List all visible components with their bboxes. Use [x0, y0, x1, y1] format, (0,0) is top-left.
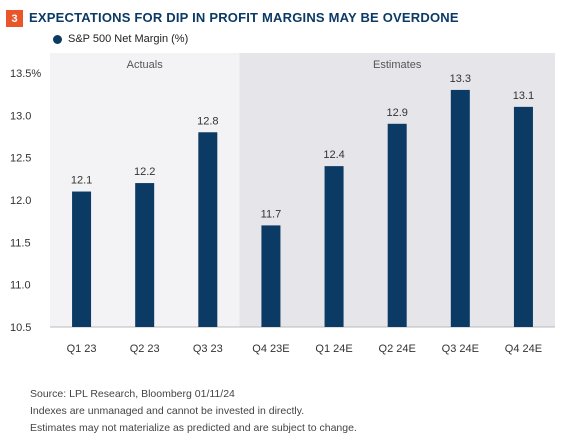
legend-marker	[53, 34, 62, 44]
x-tick-label: Q1 23	[67, 343, 97, 355]
bar-value-label: 12.9	[386, 107, 407, 119]
y-tick-label: 12.5	[10, 153, 31, 165]
y-tick-label: 11.0	[10, 280, 31, 292]
bar-value-label: 12.2	[134, 166, 155, 178]
figure-number-badge: 3	[6, 10, 23, 27]
disclaimer-note: Indexes are unmanaged and cannot be inve…	[30, 405, 305, 417]
y-tick-label: 11.5	[10, 237, 31, 249]
bar-value-label: 11.7	[261, 208, 282, 220]
bar-value-label: 13.1	[513, 90, 534, 102]
y-tick-label: 12.0	[10, 195, 31, 207]
chart-footnotes: Source: LPL Research, Bloomberg 01/11/24…	[30, 386, 357, 437]
bar-value-label: 13.3	[450, 73, 471, 85]
bar	[261, 225, 281, 327]
x-tick-label: Q1 24E	[315, 343, 352, 355]
region-label-estimates: Estimates	[373, 59, 422, 71]
bar	[387, 123, 407, 327]
bar	[72, 191, 92, 327]
source-note: Source: LPL Research, Bloomberg 01/11/24	[30, 388, 235, 400]
x-tick-label: Q3 24E	[442, 343, 479, 355]
chart-title: EXPECTATIONS FOR DIP IN PROFIT MARGINS M…	[29, 10, 459, 25]
legend-label: S&P 500 Net Margin (%)	[68, 33, 189, 45]
bar-value-label: 12.1	[71, 175, 92, 187]
y-tick-label: 10.5	[10, 322, 31, 334]
bar	[135, 183, 155, 327]
bar-value-label: 12.8	[197, 115, 218, 127]
estimates-note: Estimates may not materialize as predict…	[30, 422, 357, 434]
y-tick-label: 13.0	[10, 110, 31, 122]
x-tick-label: Q4 23E	[252, 343, 289, 355]
bar	[198, 132, 218, 327]
x-tick-label: Q2 24E	[379, 343, 416, 355]
y-tick-label: 13.5%	[10, 68, 41, 80]
region-label-actuals: Actuals	[127, 59, 164, 71]
x-tick-label: Q3 23	[193, 343, 223, 355]
bar	[324, 166, 344, 327]
x-tick-label: Q2 23	[130, 343, 160, 355]
bar	[450, 89, 470, 327]
x-tick-label: Q4 24E	[505, 343, 542, 355]
chart-legend: S&P 500 Net Margin (%)	[53, 33, 188, 45]
bar	[513, 106, 533, 327]
bar-value-label: 12.4	[323, 149, 344, 161]
